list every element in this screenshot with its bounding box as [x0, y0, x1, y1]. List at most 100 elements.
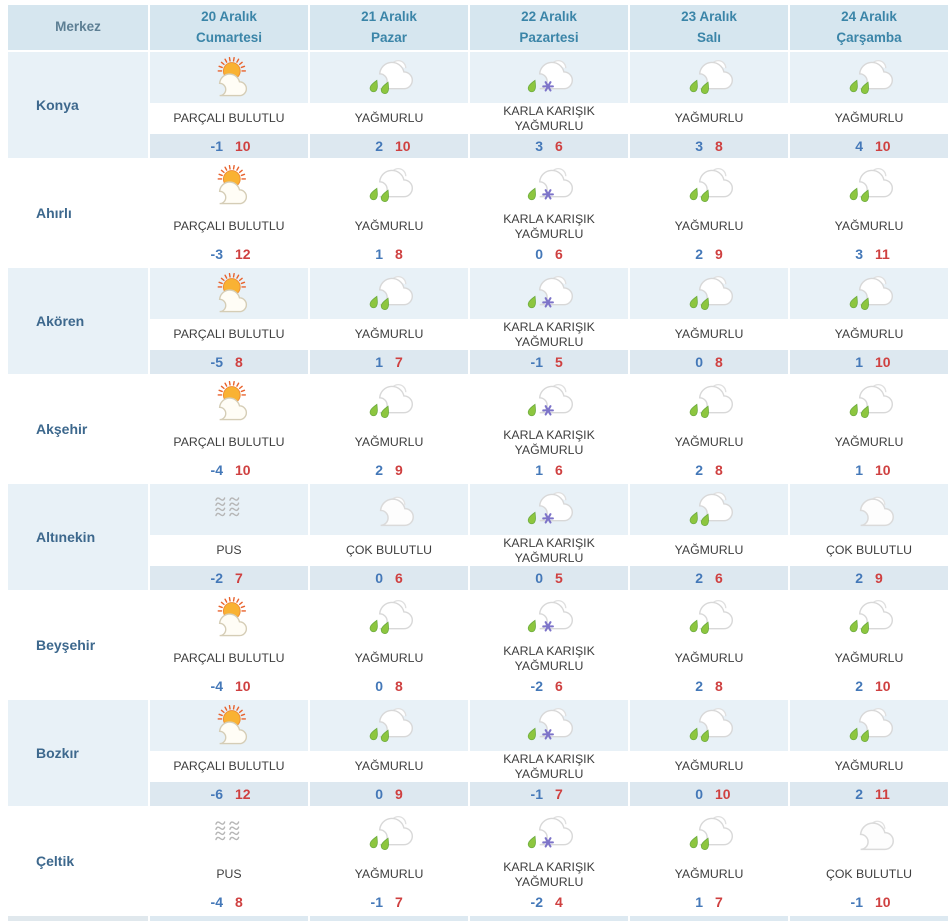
temperature-cell: -1 10 — [790, 890, 948, 914]
weather-icon-cell — [630, 592, 788, 643]
min-temperature: 0 — [375, 570, 383, 586]
day-name: Cumartesi — [195, 29, 263, 45]
weather-icon-cell — [790, 700, 948, 751]
temperature-cell: -5 8 — [150, 350, 308, 374]
min-temperature: 0 — [375, 786, 383, 802]
max-temperature: 10 — [875, 462, 891, 478]
forecast-cell: YAĞMURLU 0 8 — [630, 268, 788, 374]
partly-cloudy-icon — [201, 57, 257, 98]
min-temperature: 0 — [695, 354, 703, 370]
forecast-cell: PARÇALI BULUTLU -5 8 — [150, 268, 308, 374]
weather-icon-cell — [470, 808, 628, 859]
condition-label: PARÇALI BULUTLU — [150, 211, 308, 242]
temperature-cell: 0 10 — [630, 782, 788, 806]
rain-icon — [681, 165, 737, 206]
district-name[interactable]: Çeltik — [8, 808, 148, 914]
forecast-cell: YAĞMURLU 3 8 — [630, 52, 788, 158]
max-temperature: 7 — [395, 354, 403, 370]
max-temperature: 7 — [235, 570, 243, 586]
max-temperature: 9 — [715, 246, 723, 262]
column-header-day-4[interactable]: 23 Aralık Salı — [630, 5, 788, 50]
forecast-cell: YAĞMURLU 0 9 — [310, 700, 468, 806]
day-date: 23 Aralık — [681, 9, 737, 25]
forecast-cell: PARÇALI BULUTLU -4 10 — [150, 592, 308, 698]
condition-label: ÇOK BULUTLU — [310, 535, 468, 566]
temperature-cell: -1 7 — [310, 890, 468, 914]
district-name[interactable]: Akşehir — [8, 376, 148, 482]
column-header-day-2[interactable]: 21 Aralık Pazar — [310, 5, 468, 50]
condition-label: KARLA KARIŞIK YAĞMURLU — [470, 859, 628, 890]
max-temperature: 7 — [555, 786, 563, 802]
next-row-name-cell — [8, 916, 148, 921]
condition-label: YAĞMURLU — [310, 319, 468, 350]
district-name[interactable]: Beyşehir — [8, 592, 148, 698]
forecast-cell: YAĞMURLU 0 10 — [630, 700, 788, 806]
weather-icon-cell — [150, 700, 308, 751]
temperature-cell: -2 4 — [470, 890, 628, 914]
rain-icon — [681, 273, 737, 314]
rain-icon — [681, 381, 737, 422]
forecast-cell: KARLA KARIŞIK YAĞMURLU 1 6 — [470, 376, 628, 482]
min-temperature: -1 — [210, 138, 223, 154]
condition-label: YAĞMURLU — [310, 859, 468, 890]
min-temperature: 1 — [695, 894, 703, 910]
forecast-cell: PUS -4 8 — [150, 808, 308, 914]
day-date: 20 Aralık — [201, 9, 257, 25]
min-temperature: 2 — [375, 138, 383, 154]
min-temperature: 2 — [855, 786, 863, 802]
day-date: 21 Aralık — [361, 9, 417, 25]
cloudy-icon — [841, 489, 897, 530]
district-name[interactable]: Ahırlı — [8, 160, 148, 266]
condition-label: YAĞMURLU — [790, 427, 948, 458]
forecast-cell: YAĞMURLU 2 11 — [790, 700, 948, 806]
max-temperature: 10 — [875, 354, 891, 370]
condition-label: KARLA KARIŞIK YAĞMURLU — [470, 319, 628, 350]
column-header-day-1[interactable]: 20 Aralık Cumartesi — [150, 5, 308, 50]
forecast-cell: YAĞMURLU 3 11 — [790, 160, 948, 266]
weather-icon-cell — [150, 592, 308, 643]
condition-label: YAĞMURLU — [630, 427, 788, 458]
temperature-cell: -1 10 — [150, 134, 308, 158]
weather-icon-cell — [630, 52, 788, 103]
max-temperature: 8 — [715, 678, 723, 694]
max-temperature: 4 — [555, 894, 563, 910]
weather-icon-cell — [470, 268, 628, 319]
sleet-icon — [521, 597, 577, 638]
condition-label: YAĞMURLU — [630, 103, 788, 134]
forecast-cell: YAĞMURLU 0 8 — [310, 592, 468, 698]
condition-label: KARLA KARIŞIK YAĞMURLU — [470, 643, 628, 674]
district-name[interactable]: Konya — [8, 52, 148, 158]
forecast-row: Bozkır PARÇALI BULUTLU -6 12 YAĞMURLU 0 9 — [8, 700, 951, 806]
column-header-merkez: Merkez — [8, 5, 148, 50]
district-name[interactable]: Akören — [8, 268, 148, 374]
rain-icon — [361, 165, 417, 206]
rain-icon — [841, 165, 897, 206]
day-name: Pazar — [370, 29, 408, 45]
max-temperature: 10 — [715, 786, 731, 802]
min-temperature: -1 — [530, 786, 543, 802]
condition-label: ÇOK BULUTLU — [790, 535, 948, 566]
min-temperature: 0 — [535, 246, 543, 262]
condition-label: YAĞMURLU — [310, 103, 468, 134]
column-header-day-3[interactable]: 22 Aralık Pazartesi — [470, 5, 628, 50]
table-header-row: Merkez 20 Aralık Cumartesi 21 Aralık Paz… — [8, 5, 951, 50]
district-name[interactable]: Bozkır — [8, 700, 148, 806]
min-temperature: 1 — [535, 462, 543, 478]
district-name[interactable]: Altınekin — [8, 484, 148, 590]
condition-label: YAĞMURLU — [790, 211, 948, 242]
condition-label: YAĞMURLU — [790, 103, 948, 134]
column-header-day-5[interactable]: 24 Aralık Çarşamba — [790, 5, 948, 50]
forecast-row: Akören PARÇALI BULUTLU -5 8 YAĞMURLU 1 7 — [8, 268, 951, 374]
weather-icon-cell — [790, 484, 948, 535]
sleet-icon — [521, 273, 577, 314]
weather-icon-cell — [630, 808, 788, 859]
sleet-icon — [521, 705, 577, 746]
weather-icon-cell — [150, 484, 308, 535]
forecast-row: Akşehir PARÇALI BULUTLU -4 10 YAĞMURLU 2 9 — [8, 376, 951, 482]
weather-icon-cell — [790, 160, 948, 211]
